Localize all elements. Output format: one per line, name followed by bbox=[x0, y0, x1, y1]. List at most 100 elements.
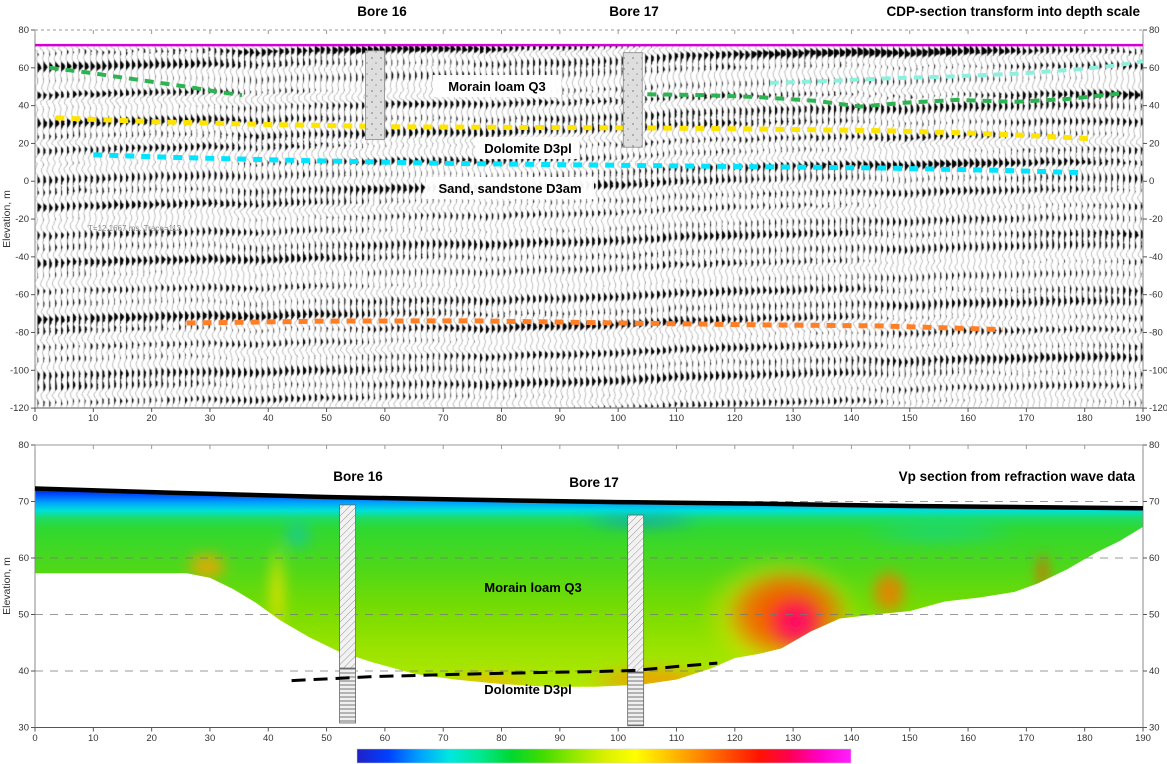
x-tick-label: 60 bbox=[380, 413, 391, 424]
vp-surface-and-bedrock-lines bbox=[34, 486, 1144, 683]
x-tick-label: 190 bbox=[1135, 413, 1151, 424]
pale-cyan-horizon bbox=[769, 59, 1144, 85]
bottom-orange-band-west bbox=[443, 671, 537, 687]
velocity-colorbar bbox=[356, 748, 852, 764]
vp-label-morain: Morain loam Q3 bbox=[484, 580, 582, 595]
vp-bedrock-dashed-line bbox=[291, 661, 718, 683]
bore-column-lower bbox=[627, 671, 645, 727]
y-tick-label: -80 bbox=[1149, 327, 1163, 338]
y-tick-label: 60 bbox=[18, 553, 29, 564]
y-tick-label: -100 bbox=[10, 365, 29, 376]
y-tick-label: -100 bbox=[1149, 365, 1167, 376]
y-tick-label: 40 bbox=[1149, 666, 1160, 677]
cdp-bore-columns bbox=[365, 50, 643, 148]
x-tick-label: 40 bbox=[263, 413, 274, 424]
x-tick-label: 100 bbox=[610, 733, 626, 744]
orange-streak-right bbox=[1035, 549, 1050, 595]
x-tick-label: 130 bbox=[785, 733, 801, 744]
vp-bore17-label: Bore 17 bbox=[569, 475, 619, 490]
x-tick-label: 150 bbox=[902, 413, 918, 424]
x-tick-label: 0 bbox=[32, 413, 37, 424]
x-tick-label: 110 bbox=[669, 413, 684, 424]
y-tick-label: 80 bbox=[18, 440, 29, 451]
x-tick-label: 180 bbox=[1077, 413, 1093, 424]
y-tick-label: -120 bbox=[10, 403, 29, 414]
cdp-y-axis-title: Elevation, m bbox=[1, 190, 13, 248]
vp-y-axis-title: Elevation, m bbox=[1, 557, 13, 615]
x-tick-label: 140 bbox=[843, 413, 859, 424]
y-tick-label: 30 bbox=[1149, 723, 1160, 734]
yellow-streak bbox=[266, 541, 288, 643]
bore-column-lower bbox=[339, 667, 356, 724]
y-tick-label: 30 bbox=[18, 723, 29, 734]
x-tick-label: 100 bbox=[610, 413, 626, 424]
cdp-horizon-lines bbox=[35, 43, 1144, 333]
vp-title: Vp section from refraction wave data bbox=[899, 469, 1136, 484]
cdp-bore16-label: Bore 16 bbox=[357, 4, 407, 19]
x-tick-label: 10 bbox=[88, 413, 99, 424]
x-tick-label: 30 bbox=[205, 413, 216, 424]
cdp-label-dolomite: Dolomite D3pl bbox=[476, 137, 579, 159]
cyan-band-right bbox=[857, 518, 1021, 547]
bore-column bbox=[365, 50, 385, 141]
y-tick-label: -120 bbox=[1149, 403, 1167, 414]
y-tick-label: -20 bbox=[15, 214, 29, 225]
y-tick-label: 80 bbox=[1149, 25, 1160, 36]
orange-column bbox=[868, 566, 910, 618]
red-blob-core bbox=[766, 594, 826, 652]
seismic-wiggle-image bbox=[35, 45, 1143, 408]
vp-bore-columns bbox=[339, 504, 645, 727]
label-box bbox=[426, 177, 594, 199]
y-tick-label: 20 bbox=[1149, 138, 1160, 149]
cdp-trace-annotation: T=12.1667 ms. Trace=113 bbox=[88, 224, 182, 233]
x-tick-label: 10 bbox=[88, 733, 99, 744]
x-tick-label: 110 bbox=[669, 733, 684, 744]
x-tick-label: 150 bbox=[902, 733, 918, 744]
cdp-label-sand: Sand, sandstone D3am bbox=[426, 177, 594, 199]
x-tick-label: 170 bbox=[1018, 733, 1034, 744]
x-tick-label: 170 bbox=[1018, 413, 1034, 424]
x-tick-label: 130 bbox=[785, 413, 801, 424]
y-tick-label: -80 bbox=[15, 327, 29, 338]
y-tick-label: -60 bbox=[1149, 290, 1163, 301]
x-tick-label: 180 bbox=[1077, 733, 1093, 744]
orange-blob-left bbox=[183, 549, 231, 584]
y-tick-label: 40 bbox=[18, 666, 29, 677]
x-tick-label: 70 bbox=[438, 413, 449, 424]
y-tick-label: 50 bbox=[1149, 610, 1160, 621]
x-tick-label: 50 bbox=[321, 733, 332, 744]
y-tick-label: 70 bbox=[18, 497, 29, 508]
x-tick-label: 120 bbox=[727, 413, 743, 424]
deep-orange-horizon bbox=[186, 318, 1004, 333]
bore-column bbox=[622, 52, 643, 148]
label-box bbox=[433, 75, 561, 97]
vp-ground-surface-line bbox=[34, 486, 1144, 511]
x-tick-label: 70 bbox=[438, 733, 449, 744]
y-tick-label: -40 bbox=[15, 252, 29, 263]
y-tick-label: 80 bbox=[1149, 440, 1160, 451]
y-tick-label: 0 bbox=[24, 176, 29, 187]
x-tick-label: 140 bbox=[843, 733, 859, 744]
x-tick-label: 20 bbox=[146, 413, 157, 424]
vp-bore16-label: Bore 16 bbox=[333, 469, 383, 484]
bore-column-upper bbox=[627, 514, 645, 673]
x-tick-label: 0 bbox=[32, 733, 37, 744]
label-text: Dolomite D3pl bbox=[484, 141, 571, 156]
x-tick-label: 90 bbox=[555, 733, 566, 744]
top-dolomite-D3pl bbox=[55, 115, 1091, 142]
y-tick-label: 70 bbox=[1149, 497, 1160, 508]
x-tick-label: 120 bbox=[727, 733, 743, 744]
y-tick-label: 80 bbox=[18, 25, 29, 36]
x-tick-label: 160 bbox=[960, 733, 976, 744]
cdp-bore17-label: Bore 17 bbox=[609, 4, 659, 19]
y-tick-label: -60 bbox=[15, 290, 29, 301]
y-tick-label: 40 bbox=[18, 101, 29, 112]
green-horizon-right bbox=[647, 91, 1123, 109]
x-tick-label: 160 bbox=[960, 413, 976, 424]
x-tick-label: 190 bbox=[1135, 733, 1151, 744]
cdp-title: CDP-section transform into depth scale bbox=[886, 4, 1140, 19]
x-tick-label: 30 bbox=[205, 733, 216, 744]
label-text: Sand, sandstone D3am bbox=[438, 181, 581, 196]
